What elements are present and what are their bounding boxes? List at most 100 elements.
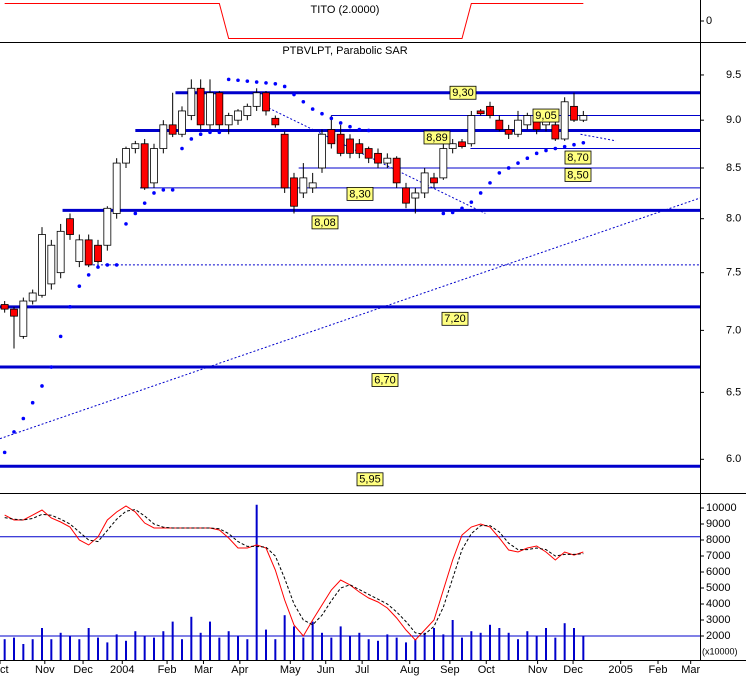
sar-dot [320,111,324,116]
x-tick-label: 2004 [110,664,134,676]
level-label: 8,30 [349,188,370,200]
y-tick-label: 7000 [706,550,730,562]
level-label: 8,70 [567,152,588,164]
x-tick-label: Dec [73,664,93,676]
sar-dot [40,384,44,388]
level-label-box [346,187,374,201]
sar-dot [142,201,147,205]
y-tick-label: 9000 [706,518,730,530]
x-tick-label: Feb [158,664,177,676]
sar-dot [273,82,278,86]
candle-body [215,92,224,126]
sar-dot [282,84,287,89]
candle-body [178,110,186,135]
sar-dot [506,166,511,170]
trend-line [0,197,700,440]
sar-dot [170,188,175,192]
sar-dot [21,416,26,421]
candle-body [103,207,112,246]
y-tick-label: 3000 [706,614,730,626]
sar-dot [245,79,250,83]
candle-body [439,148,448,179]
sar-dot [68,305,72,309]
level-label-box [441,311,469,326]
x-tick-label: 2005 [608,664,632,676]
candle-body [56,230,65,274]
candle-body [196,87,205,126]
panel-title: TITO (2.0000) [311,4,380,16]
y-tick-label: 6000 [706,566,730,578]
candle-body [355,143,364,154]
candle-body [19,300,28,337]
candle-body [467,115,476,145]
y-tick-label: 8.5 [726,162,741,174]
candle-body [504,129,513,135]
level-label: 5,95 [359,474,380,486]
x-tick-label: Jun [317,664,335,676]
candle-body [234,110,242,121]
sar-dot [96,265,100,269]
x-tick-label: Dec [563,664,583,676]
level-label-box [564,168,592,182]
sar-dot [534,151,539,156]
level-label: 9,30 [452,87,473,99]
level-label-box [371,373,399,387]
candle-body [308,182,317,189]
candle-body [392,157,401,184]
tito-line [4,3,584,39]
sar-dot [441,211,446,216]
level-label: 8,89 [426,132,447,144]
candle-body [476,110,485,115]
sar-dot [189,137,194,141]
sar-dot [58,334,63,339]
sar-dot [133,211,138,216]
candle-body [0,304,9,310]
sar-dot [77,284,82,288]
candle-body [271,117,280,126]
candle-body [336,133,345,154]
candle-body [570,105,578,121]
candle-body [523,115,532,126]
sar-dot [544,148,548,153]
sar-dot [478,191,483,195]
level-label-box [423,130,451,145]
sar-dot [236,78,240,83]
sar-dot [525,156,530,161]
sar-dot [292,92,296,97]
candle-body [364,148,373,159]
sar-dot [254,80,259,84]
sar-dot [2,450,7,455]
plot-area: 9,30 9,05 8,89 8,70 8,50 8,30 8,08 7,20 6,70 5,95… [0,3,700,676]
level-label-box [356,472,384,487]
sar-dot [488,181,492,185]
candle-body [280,133,289,189]
candle-body [299,177,308,194]
candle-body [28,292,37,302]
candle-body [168,124,177,135]
sar-dot [366,128,371,133]
candle-body [383,157,392,164]
candle-body [47,244,56,285]
sar-dot [152,191,156,195]
candle-body [112,162,121,214]
candle-body [430,177,438,184]
y-tick-label: 7.5 [726,267,741,279]
sar-dot [86,273,91,277]
sar-dot [198,132,203,137]
y-tick-label: 8.0 [726,213,741,225]
sar-dot [497,171,502,175]
sar-dot [469,200,474,204]
sar-dot [562,144,567,149]
candle-body [579,115,588,121]
level-label-box [311,215,339,230]
sar-dot [329,116,334,121]
level-label-box [532,108,560,123]
candle-body [243,105,252,116]
candle-body [140,143,149,189]
candle-body [514,119,522,135]
sar-dot [460,206,464,211]
candle-body [122,148,130,164]
y-tick-label: 8000 [706,534,730,546]
x-tick-label: May [280,664,301,676]
